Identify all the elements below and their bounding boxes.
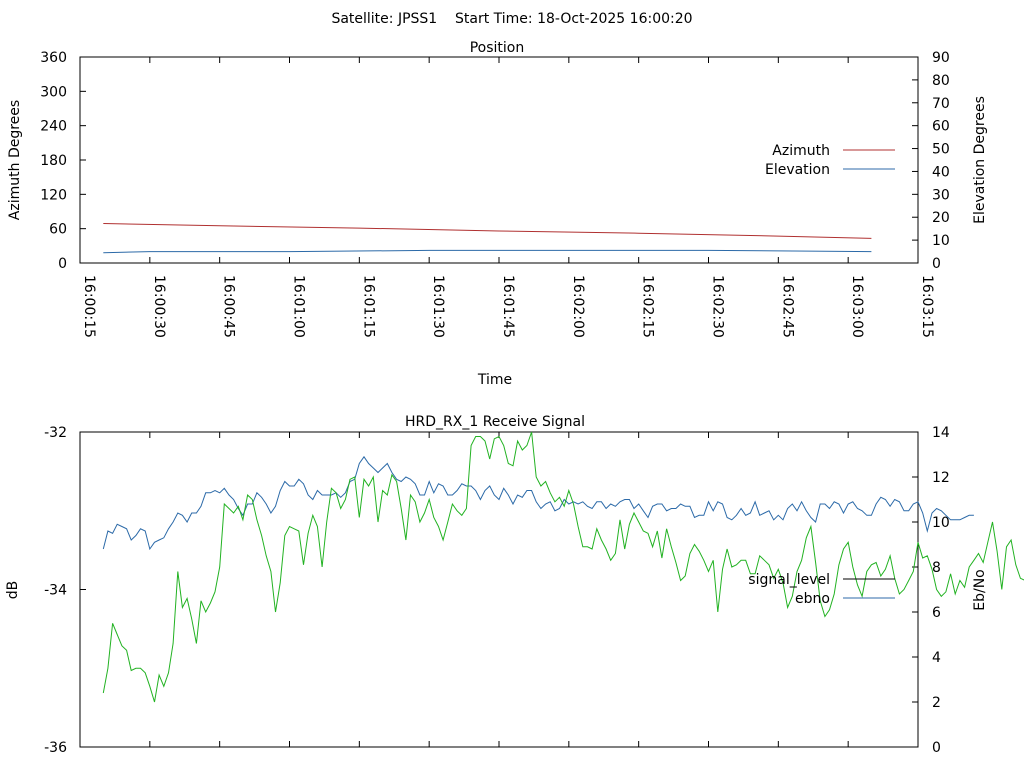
signal-right-tick-label: 8 — [932, 560, 941, 576]
signal-right-tick-label: 0 — [932, 740, 941, 756]
signal-plot-frame — [79, 431, 919, 748]
position-x-tick-label: 16:01:30 — [430, 275, 446, 338]
position-y-left-label: Azimuth Degrees — [7, 100, 23, 220]
signal-series-line-unlabeled — [102, 431, 1024, 703]
position-right-tick-label: 60 — [932, 119, 950, 135]
position-x-tick-label: 16:00:15 — [81, 275, 97, 338]
position-title: Position — [470, 40, 525, 56]
position-x-tick-label: 16:00:45 — [221, 275, 237, 338]
position-right-tick-label: 70 — [932, 96, 950, 112]
position-legend: Azimuth Elevation — [765, 143, 895, 178]
position-right-tick-label: 40 — [932, 164, 950, 180]
position-legend-label: Azimuth — [772, 143, 830, 159]
signal-right-axis: 0 2 4 6 8 10 12 14 — [912, 425, 950, 756]
chart-header: Satellite: JPSS1 Start Time: 18-Oct-2025… — [331, 11, 692, 27]
position-left-tick-label: 120 — [40, 187, 67, 203]
position-x-axis: 16:00:15 16:00:30 16:00:45 16:01:00 16:01:15… — [79, 57, 935, 338]
position-right-tick-label: 30 — [932, 187, 950, 203]
position-right-tick-label: 10 — [932, 233, 950, 249]
position-x-tick-label: 16:03:15 — [919, 275, 935, 338]
signal-right-tick-label: 4 — [932, 650, 941, 666]
position-y-right-label: Elevation Degrees — [972, 96, 988, 224]
position-x-tick-label: 16:02:00 — [570, 275, 586, 338]
position-left-tick-label: 300 — [40, 84, 67, 100]
position-series — [103, 223, 872, 254]
signal-y-left-label: dB — [5, 581, 21, 600]
signal-series-line-ebno — [102, 455, 974, 551]
signal-right-tick-label: 12 — [932, 470, 950, 486]
position-series-line-elevation — [103, 249, 872, 254]
position-x-tick-label: 16:02:30 — [710, 275, 726, 338]
position-left-tick-label: 360 — [40, 50, 67, 66]
signal-y-right-label: Eb/No — [972, 569, 988, 611]
position-x-tick-label: 16:02:15 — [640, 275, 656, 338]
signal-x-axis — [79, 432, 919, 747]
position-right-tick-label: 50 — [932, 142, 950, 158]
signal-right-tick-label: 2 — [932, 695, 941, 711]
signal-left-tick-label: -34 — [44, 583, 67, 599]
position-right-tick-label: 20 — [932, 210, 950, 226]
position-x-tick-label: 16:00:30 — [151, 275, 167, 338]
signal-left-axis: -36 -34 -32 — [44, 425, 86, 756]
position-left-tick-label: 60 — [49, 222, 67, 238]
position-x-tick-label: 16:01:00 — [291, 275, 307, 338]
position-x-tick-label: 16:02:45 — [779, 275, 795, 338]
position-series-line-azimuth — [103, 223, 872, 239]
position-left-axis: 0 60 120 180 240 300 360 — [40, 50, 86, 272]
signal-legend-label: ebno — [795, 591, 830, 607]
position-right-tick-label: 80 — [932, 73, 950, 89]
position-legend-label: Elevation — [765, 162, 830, 178]
signal-left-tick-label: -36 — [44, 740, 67, 756]
position-right-tick-label: 0 — [932, 256, 941, 272]
position-left-tick-label: 180 — [40, 153, 67, 169]
position-left-tick-label: 0 — [58, 256, 67, 272]
signal-legend-label: signal_level — [748, 572, 830, 588]
signal-title: HRD_RX_1 Receive Signal — [405, 414, 585, 430]
signal-left-tick-label: -32 — [44, 425, 67, 441]
position-plot-frame — [79, 56, 919, 264]
position-x-tick-label: 16:01:45 — [500, 275, 516, 338]
position-x-label: Time — [477, 372, 512, 388]
signal-right-tick-label: 14 — [932, 425, 950, 441]
signal-right-tick-label: 6 — [932, 605, 941, 621]
position-left-tick-label: 240 — [40, 119, 67, 135]
position-right-tick-label: 90 — [932, 50, 950, 66]
position-x-tick-label: 16:03:00 — [849, 275, 865, 338]
signal-right-tick-label: 10 — [932, 515, 950, 531]
position-chart: Position 0 60 120 180 240 300 360 0 10 20 30 40 50 6… — [7, 40, 988, 388]
signal-chart: HRD_RX_1 Receive Signal -36 -34 -32 0 2 4 6 8 1… — [5, 414, 1024, 756]
signal-series — [102, 431, 1024, 703]
position-x-tick-label: 16:01:15 — [360, 275, 376, 338]
position-right-axis: 0 10 20 30 40 50 60 70 80 90 — [912, 50, 950, 272]
